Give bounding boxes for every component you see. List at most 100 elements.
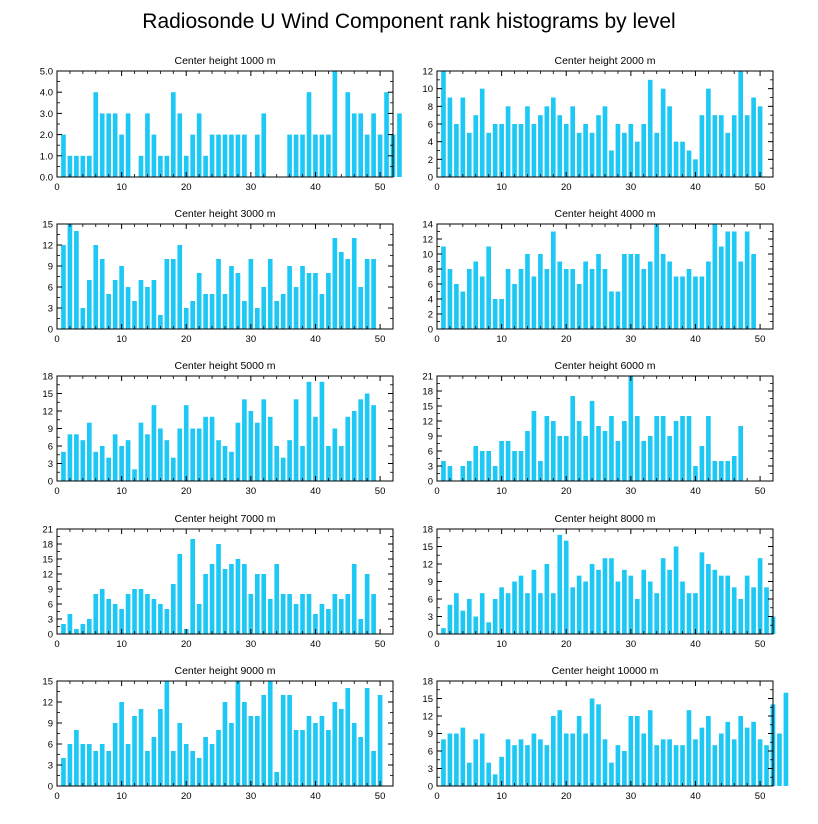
y-tick-label: 3 (48, 761, 53, 772)
x-tick-label: 50 (755, 182, 766, 193)
bar (164, 440, 170, 481)
bar (783, 692, 789, 786)
bar (725, 721, 731, 786)
bar (93, 594, 99, 634)
bar (538, 461, 543, 481)
bar (596, 115, 601, 177)
x-tick-label: 50 (755, 486, 766, 497)
bar (99, 446, 105, 481)
bar (518, 451, 524, 481)
bar (447, 604, 453, 634)
bar (300, 134, 305, 177)
x-tick-label: 50 (755, 334, 766, 345)
bar (557, 534, 563, 634)
bar (460, 610, 466, 634)
bar (216, 730, 221, 786)
bar (466, 269, 472, 329)
bar (447, 466, 453, 481)
bar (764, 745, 769, 786)
bar (358, 399, 364, 481)
bar (67, 434, 73, 481)
bar (660, 558, 666, 634)
bar (731, 587, 737, 634)
y-tick-label: 12 (422, 67, 433, 78)
bar (280, 294, 286, 329)
bar (125, 744, 131, 786)
bar (196, 273, 202, 329)
bar (738, 261, 744, 329)
bar (680, 745, 685, 786)
x-tick-label: 30 (626, 486, 637, 497)
y-tick-label: 0 (428, 630, 433, 641)
bar (351, 238, 357, 329)
bar (254, 716, 260, 786)
bar (473, 446, 479, 481)
bar (583, 581, 588, 634)
bar (222, 134, 228, 177)
bar (190, 301, 196, 329)
bar (699, 552, 705, 634)
x-tick-label: 40 (310, 486, 321, 497)
bar (209, 134, 215, 177)
bar (731, 739, 737, 786)
x-tick-label: 40 (690, 334, 701, 345)
y-tick-label: 14 (422, 220, 433, 231)
x-tick-label: 30 (626, 334, 637, 345)
bar (235, 134, 241, 177)
y-tick-label: 12 (42, 570, 53, 581)
bar (145, 287, 150, 329)
y-tick-label: 9 (48, 262, 53, 273)
bar (119, 134, 124, 177)
bar (499, 587, 504, 634)
x-tick-label: 30 (246, 791, 257, 802)
x-tick-label: 20 (561, 182, 572, 193)
panel-title: Center height 4000 m (555, 208, 656, 220)
bar (267, 259, 273, 329)
bar (544, 564, 550, 634)
x-tick-label: 30 (246, 334, 257, 345)
bar (332, 238, 338, 329)
x-tick-label: 40 (310, 334, 321, 345)
bar (505, 106, 511, 177)
bar (634, 416, 640, 481)
bar (177, 428, 183, 481)
bar (106, 599, 112, 634)
x-tick-label: 10 (116, 639, 127, 650)
bar (628, 376, 634, 481)
bar (306, 92, 312, 177)
bar (576, 132, 582, 177)
bar (654, 416, 660, 481)
bar (112, 434, 118, 481)
bar (712, 115, 718, 177)
bar (326, 273, 331, 329)
bar (712, 569, 718, 634)
bar (441, 461, 446, 481)
bar (634, 141, 640, 177)
bar (583, 733, 588, 786)
bar (74, 155, 79, 177)
bar (441, 71, 446, 177)
bar (531, 411, 537, 481)
bar (538, 254, 543, 329)
bar (313, 614, 318, 634)
bar (106, 113, 112, 177)
bar (550, 231, 556, 329)
bar (209, 294, 215, 329)
bar (589, 564, 595, 634)
bar (248, 716, 254, 786)
x-tick-label: 40 (690, 791, 701, 802)
x-tick-label: 0 (54, 791, 59, 802)
bar (550, 421, 556, 481)
bar (313, 416, 318, 481)
bar (738, 426, 744, 481)
bar (518, 124, 524, 177)
bar (106, 751, 112, 786)
bar (460, 727, 466, 786)
bar (634, 254, 640, 329)
bar (132, 301, 137, 329)
y-tick-label: 15 (42, 389, 53, 400)
bar (177, 113, 183, 177)
bar (499, 756, 504, 786)
y-tick-label: 10 (422, 84, 433, 95)
bar (183, 744, 189, 786)
